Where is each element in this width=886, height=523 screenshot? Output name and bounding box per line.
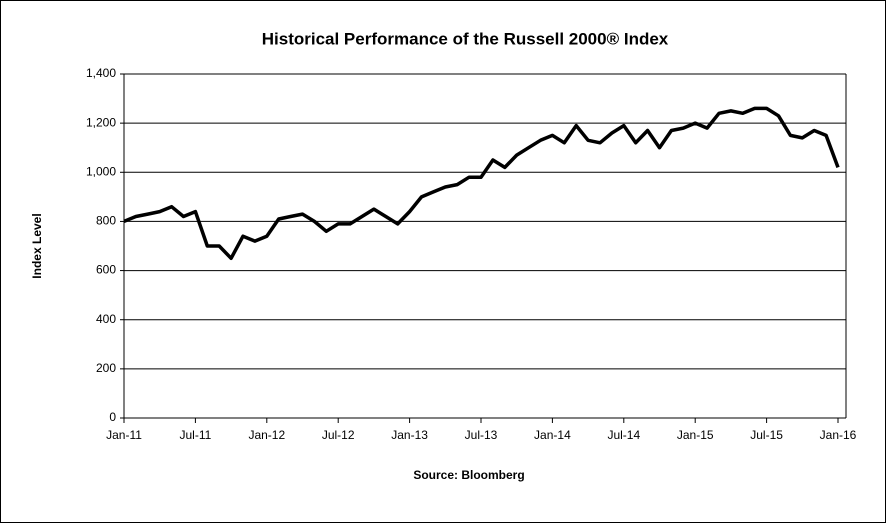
y-tick-label: 400 [96, 312, 116, 326]
x-tick-label: Jul-11 [180, 428, 212, 442]
series-line [123, 106, 840, 261]
x-tick-label: Jan-15 [677, 428, 714, 442]
y-tick-label: 800 [96, 214, 116, 228]
y-tick-label: 1,400 [86, 66, 116, 80]
y-tick-label: 1,000 [86, 164, 116, 178]
y-tick-label: 0 [109, 410, 116, 424]
x-tick-label: Jan-11 [106, 428, 142, 442]
x-tick-label: Jan-13 [391, 428, 428, 442]
x-tick-label: Jul-13 [465, 428, 498, 442]
y-tick-label: 200 [96, 361, 116, 375]
x-tick-label: Jul-14 [607, 428, 640, 442]
x-tick-label: Jan-14 [534, 428, 571, 442]
chart-title: Historical Performance of the Russell 20… [262, 29, 669, 48]
x-tick-label: Jan-12 [248, 428, 285, 442]
y-tick-label: 1,200 [86, 115, 116, 129]
y-tick-label: 600 [96, 263, 116, 277]
x-axis-label: Source: Bloomberg [413, 468, 524, 482]
x-tick-label: Jan-16 [820, 428, 857, 442]
x-tick-label: Jul-12 [322, 428, 355, 442]
y-axis-label: Index Level [30, 213, 44, 278]
x-tick-label: Jul-15 [750, 428, 783, 442]
